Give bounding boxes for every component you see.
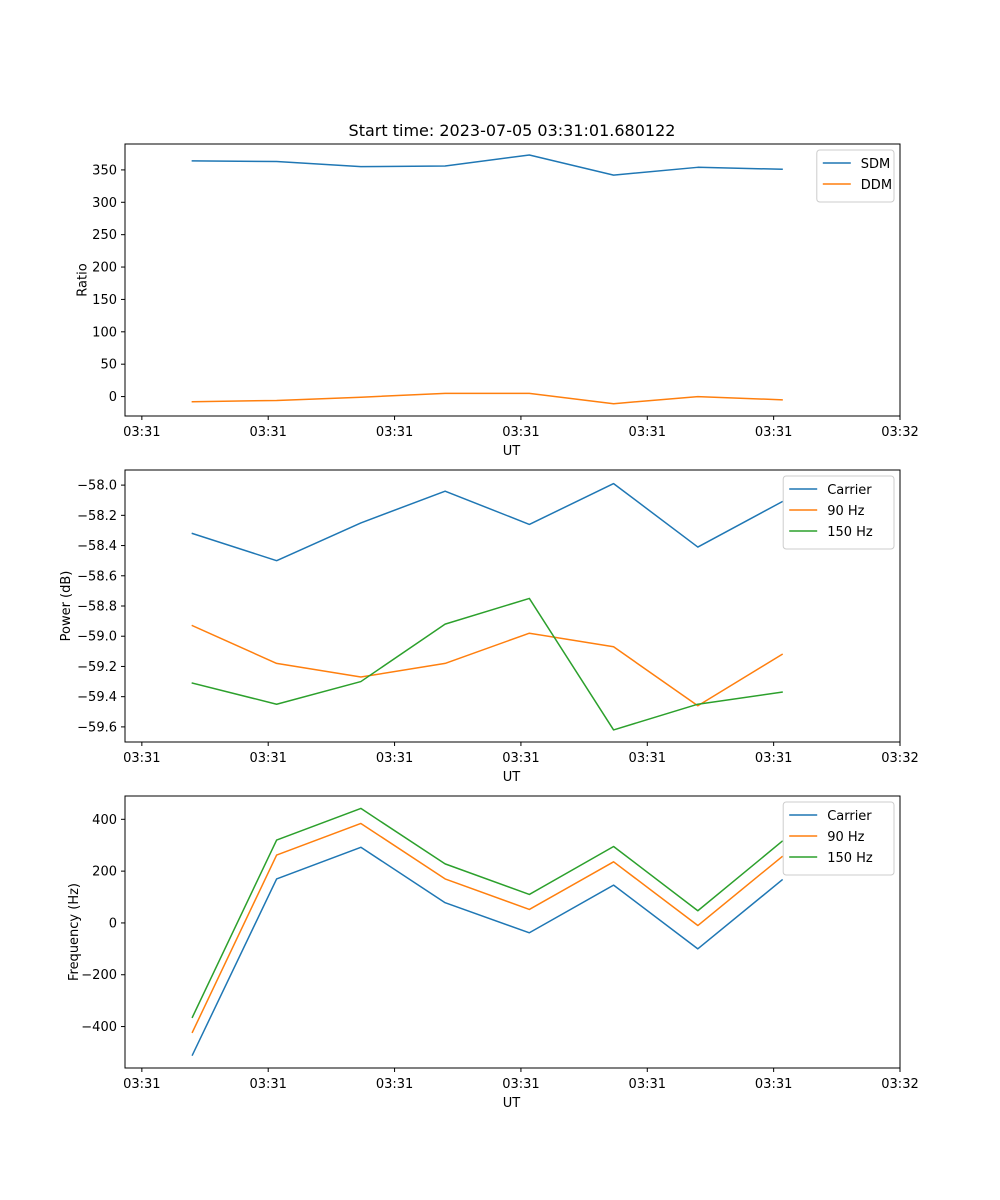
y-tick-label: 100 xyxy=(92,325,117,340)
series-line-carrier xyxy=(191,482,784,562)
legend-label: Carrier xyxy=(827,809,872,824)
y-tick-label: −58.8 xyxy=(77,600,117,615)
y-tick-label: 0 xyxy=(109,916,117,931)
y-tick-label: 150 xyxy=(92,293,117,308)
series-line-150-hz xyxy=(191,807,784,1019)
x-tick-label: 03:31 xyxy=(249,1077,286,1092)
x-tick-label: 03:31 xyxy=(376,751,413,766)
legend-label: 90 Hz xyxy=(827,830,864,845)
x-tick-label: 03:31 xyxy=(755,751,792,766)
x-tick-label: 03:31 xyxy=(629,425,666,440)
legend: Carrier 90 Hz 150 Hz xyxy=(782,801,895,876)
x-tick-label: 03:31 xyxy=(123,1077,160,1092)
y-tick-label: −58.6 xyxy=(77,569,117,584)
plot-panel-3: 03:31 03:31 03:31 03:31 03:31 03:31 03:32 −400 −… xyxy=(67,795,919,1111)
x-axis-label: UT xyxy=(503,444,521,459)
x-tick-label: 03:31 xyxy=(502,751,539,766)
y-tick-label: −58.0 xyxy=(77,479,117,494)
series-line-ddm xyxy=(191,392,783,405)
x-tick-label: 03:31 xyxy=(376,1077,413,1092)
y-tick-label: −58.4 xyxy=(77,539,117,554)
y-tick-label: 350 xyxy=(92,163,117,178)
plot-panel-2: 03:31 03:31 03:31 03:31 03:31 03:31 03:32 −59.6… xyxy=(59,469,919,785)
x-tick-label: 03:31 xyxy=(376,425,413,440)
axes-frame xyxy=(124,795,901,1069)
y-tick-label: −58.2 xyxy=(77,509,117,524)
legend-label: 150 Hz xyxy=(827,525,873,540)
y-tick-label: 0 xyxy=(109,390,117,405)
y-tick-label: −59.4 xyxy=(77,690,117,705)
x-tick-label: 03:31 xyxy=(249,751,286,766)
x-axis-label: UT xyxy=(503,1096,521,1111)
legend: Carrier 90 Hz 150 Hz xyxy=(782,475,895,550)
x-tick-label: 03:32 xyxy=(881,1077,918,1092)
legend-label: Carrier xyxy=(827,483,872,498)
y-tick-label: 400 xyxy=(92,813,117,828)
x-tick-label: 03:31 xyxy=(502,1077,539,1092)
x-tick-label: 03:31 xyxy=(755,1077,792,1092)
y-axis-label: Frequency (Hz) xyxy=(67,883,82,981)
x-tick-label: 03:31 xyxy=(123,425,160,440)
y-axis-label: Ratio xyxy=(75,263,90,296)
y-tick-label: −400 xyxy=(81,1020,117,1035)
y-tick-label: 300 xyxy=(92,196,117,211)
series-line-150-hz xyxy=(191,597,783,731)
x-tick-label: 03:31 xyxy=(249,425,286,440)
series-line-90-hz xyxy=(191,822,784,1034)
x-tick-label: 03:31 xyxy=(502,425,539,440)
x-tick-label: 03:31 xyxy=(123,751,160,766)
x-axis-label: UT xyxy=(503,770,521,785)
x-tick-label: 03:31 xyxy=(629,1077,666,1092)
x-tick-label: 03:32 xyxy=(881,425,918,440)
series-line-90-hz xyxy=(191,624,784,707)
y-tick-label: −59.2 xyxy=(77,660,117,675)
legend: SDM DDM xyxy=(816,149,895,203)
y-tick-label: 200 xyxy=(92,865,117,880)
legend-label: 150 Hz xyxy=(827,851,873,866)
legend-label: 90 Hz xyxy=(827,504,864,519)
y-tick-label: −200 xyxy=(81,968,117,983)
legend-label: SDM xyxy=(861,157,890,172)
series-line-sdm xyxy=(191,154,783,176)
series-line-carrier xyxy=(191,846,784,1057)
axes-frame xyxy=(124,143,901,417)
x-tick-label: 03:32 xyxy=(881,751,918,766)
chart-title: Start time: 2023-07-05 03:31:01.680122 xyxy=(349,121,676,140)
x-tick-label: 03:31 xyxy=(629,751,666,766)
y-tick-label: −59.6 xyxy=(77,720,117,735)
x-tick-label: 03:31 xyxy=(755,425,792,440)
y-tick-label: 50 xyxy=(100,358,117,373)
plot-panel-1: 03:31 03:31 03:31 03:31 03:31 03:31 03:32 0 50 10… xyxy=(75,143,919,459)
y-tick-label: 200 xyxy=(92,261,117,276)
legend-label: DDM xyxy=(861,178,892,193)
y-tick-label: −59.0 xyxy=(77,630,117,645)
y-tick-label: 250 xyxy=(92,228,117,243)
y-axis-label: Power (dB) xyxy=(59,571,74,642)
